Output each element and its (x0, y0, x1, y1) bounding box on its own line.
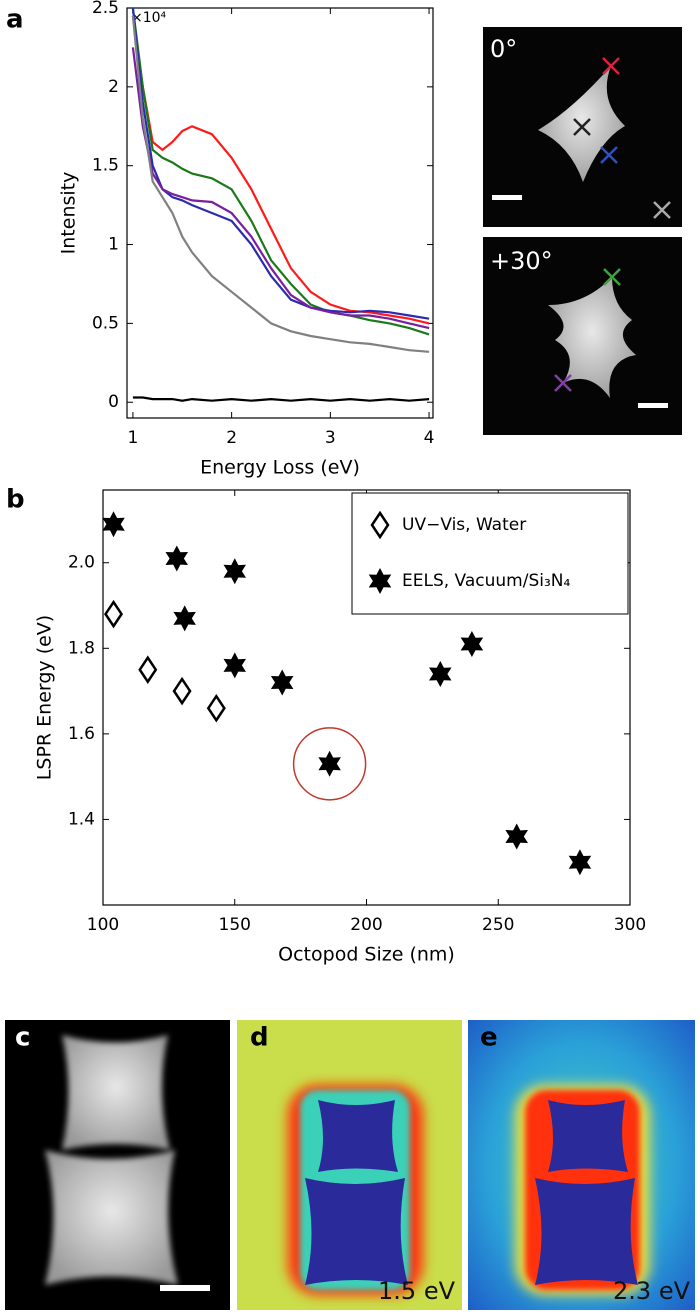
x-tick-label: 2 (226, 428, 237, 448)
legend-label: EELS, Vacuum/Si₃N₄ (402, 571, 571, 591)
angle-label: +30° (490, 247, 553, 275)
data-line (132, 396, 430, 402)
diamond-marker (370, 510, 390, 540)
particle (538, 66, 625, 182)
legend-box (351, 492, 629, 615)
y-axis-label: Intensity (58, 172, 80, 255)
x-tick-label: 4 (424, 428, 435, 448)
particle (45, 1150, 178, 1285)
y-axis-label: LSPR Energy (eV) (34, 615, 56, 780)
particle (62, 1035, 170, 1150)
star-marker (173, 605, 196, 632)
panel-d: d 1.5 eV (237, 1020, 462, 1310)
energy-label: 2.3 eV (613, 1277, 691, 1305)
data-line (131, 47, 430, 330)
particle (535, 1178, 638, 1285)
panel-label: a (6, 5, 24, 35)
x-tick-label: 3 (325, 428, 336, 448)
y-tick-label: 1.8 (68, 638, 95, 658)
y-tick-label: 0.5 (92, 313, 119, 333)
diamond-marker (104, 599, 124, 629)
x-tick-label: 200 (350, 915, 382, 935)
x-axis-label: Energy Loss (eV) (200, 457, 360, 479)
y-tick-label: 0 (108, 392, 119, 412)
crosses (573, 57, 671, 219)
y-tick-label: 1 (108, 235, 119, 255)
x-axis-label: Octopod Size (nm) (278, 944, 455, 966)
star-marker (223, 558, 246, 585)
panel-label: d (250, 1023, 269, 1053)
panel-c: c (5, 1020, 230, 1310)
particle (305, 1178, 408, 1285)
star-marker (165, 545, 188, 572)
highlight-circle (292, 727, 367, 801)
plot-frame (126, 7, 434, 419)
scale-bar (492, 195, 522, 200)
data-line (131, 7, 430, 336)
data-line (131, 15, 430, 325)
particle (318, 1100, 398, 1172)
star-marker (429, 661, 452, 687)
y-tick-label: 2 (108, 77, 119, 97)
panel-label: c (15, 1023, 30, 1053)
x-tick-label: 150 (219, 915, 251, 935)
particle (548, 1100, 628, 1172)
y-tick-label: 1.4 (68, 809, 95, 829)
x-tick-label: 300 (614, 915, 646, 935)
panel-e: e 2.3 eV (468, 1020, 695, 1310)
star-marker (223, 652, 246, 679)
star-marker (568, 849, 592, 876)
star-marker (318, 750, 341, 777)
angle-label: 0° (490, 35, 517, 63)
diamond-marker (138, 655, 158, 684)
scale-bar (638, 403, 668, 408)
diamond-marker (206, 693, 226, 723)
micrograph-top: 0° (483, 27, 682, 227)
y-multiplier: ×10⁴ (131, 10, 167, 26)
star-marker (505, 823, 528, 850)
panel-label: e (480, 1023, 498, 1053)
y-tick-label: 1.6 (68, 724, 95, 744)
diamond-marker (172, 676, 192, 706)
data-line (131, 15, 430, 353)
panel-label: b (6, 485, 25, 515)
y-tick-label: 1.5 (92, 156, 119, 176)
star-marker (270, 669, 294, 696)
micrograph-bottom: +30° (483, 237, 682, 435)
star-marker (102, 511, 125, 538)
energy-label: 1.5 eV (378, 1277, 456, 1305)
legend-label: UV−Vis, Water (402, 515, 526, 535)
panel-letters: a b (6, 5, 25, 515)
scale-bar (160, 1285, 210, 1291)
x-tick-label: 100 (87, 915, 119, 935)
x-tick-label: 1 (128, 428, 139, 448)
y-tick-label: 2.0 (68, 553, 95, 573)
crosses (554, 268, 621, 392)
star-marker (460, 631, 484, 657)
star-marker (368, 568, 392, 594)
x-tick-label: 250 (482, 915, 514, 935)
particle (548, 277, 636, 398)
y-tick-label: 2.5 (92, 0, 119, 18)
